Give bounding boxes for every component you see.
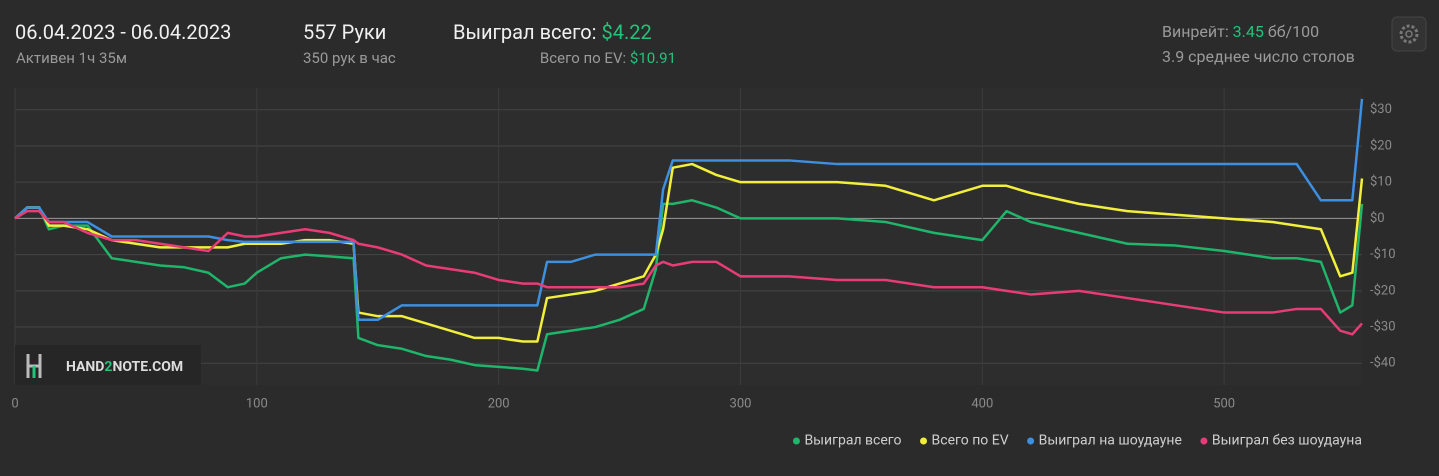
tables: 3.9 среднее число столов xyxy=(1162,47,1355,66)
won-total: Выиграл всего: $4.22 xyxy=(453,20,652,44)
won-value: $4.22 xyxy=(601,20,652,44)
y-tick-label: $10 xyxy=(1370,175,1392,190)
ev-label: Всего по EV: xyxy=(539,49,627,67)
won-label: Выиграл всего: xyxy=(453,20,597,44)
legend-swatch xyxy=(920,437,928,445)
series-line xyxy=(14,199,1364,372)
legend-label: Выиграл всего xyxy=(804,433,901,449)
y-tick-label: $20 xyxy=(1370,138,1392,153)
x-tick-label: 500 xyxy=(1213,396,1235,411)
x-tick-label: 400 xyxy=(971,396,993,411)
legend-label: Всего по EV xyxy=(932,433,1009,449)
logo-mid: 2 xyxy=(104,359,112,375)
winrate-unit: бб/100 xyxy=(1267,22,1320,41)
logo-text: HAND2NOTE.COM xyxy=(66,359,183,375)
legend-label: Выиграл без шоудауна xyxy=(1212,433,1362,449)
x-tick-label: 300 xyxy=(730,396,752,411)
settings-button[interactable] xyxy=(1391,16,1427,52)
hands: 557 Руки xyxy=(303,20,387,44)
y-tick-label: $0 xyxy=(1370,211,1385,226)
plot-area xyxy=(15,88,1362,385)
gear-icon xyxy=(1399,24,1419,44)
legend-swatch xyxy=(1027,437,1035,445)
legend-swatch xyxy=(792,437,800,445)
winrate-label: Винрейт: xyxy=(1162,22,1229,41)
hands-per-hour: 350 рук в час xyxy=(303,49,396,67)
legend-label: Выиграл на шоудауне xyxy=(1039,433,1182,449)
y-tick-label: $30 xyxy=(1370,102,1392,117)
active-time: Активен 1ч 35м xyxy=(16,49,127,67)
x-tick-label: 100 xyxy=(246,396,268,411)
logo-right: NOTE.COM xyxy=(112,359,183,375)
ev-value: $10.91 xyxy=(629,49,676,67)
winrate-value: 3.45 xyxy=(1232,22,1264,41)
y-tick-label: -$20 xyxy=(1370,283,1396,298)
y-tick-label: -$30 xyxy=(1370,319,1396,334)
x-tick-label: 0 xyxy=(11,396,18,411)
y-tick-label: -$10 xyxy=(1370,247,1396,262)
legend-swatch xyxy=(1200,437,1208,445)
ev-total: Всего по EV: $10.91 xyxy=(540,49,676,67)
x-tick-label: 200 xyxy=(488,396,510,411)
logo-box xyxy=(15,345,201,385)
winrate: Винрейт: 3.45 бб/100 xyxy=(1162,22,1319,41)
series-line xyxy=(14,209,1363,336)
logo-left: HAND xyxy=(66,359,104,375)
date-range: 06.04.2023 - 06.04.2023 xyxy=(15,20,232,44)
series-line xyxy=(14,98,1364,322)
gear-hole xyxy=(1405,30,1413,38)
y-tick-label: -$40 xyxy=(1370,356,1396,371)
